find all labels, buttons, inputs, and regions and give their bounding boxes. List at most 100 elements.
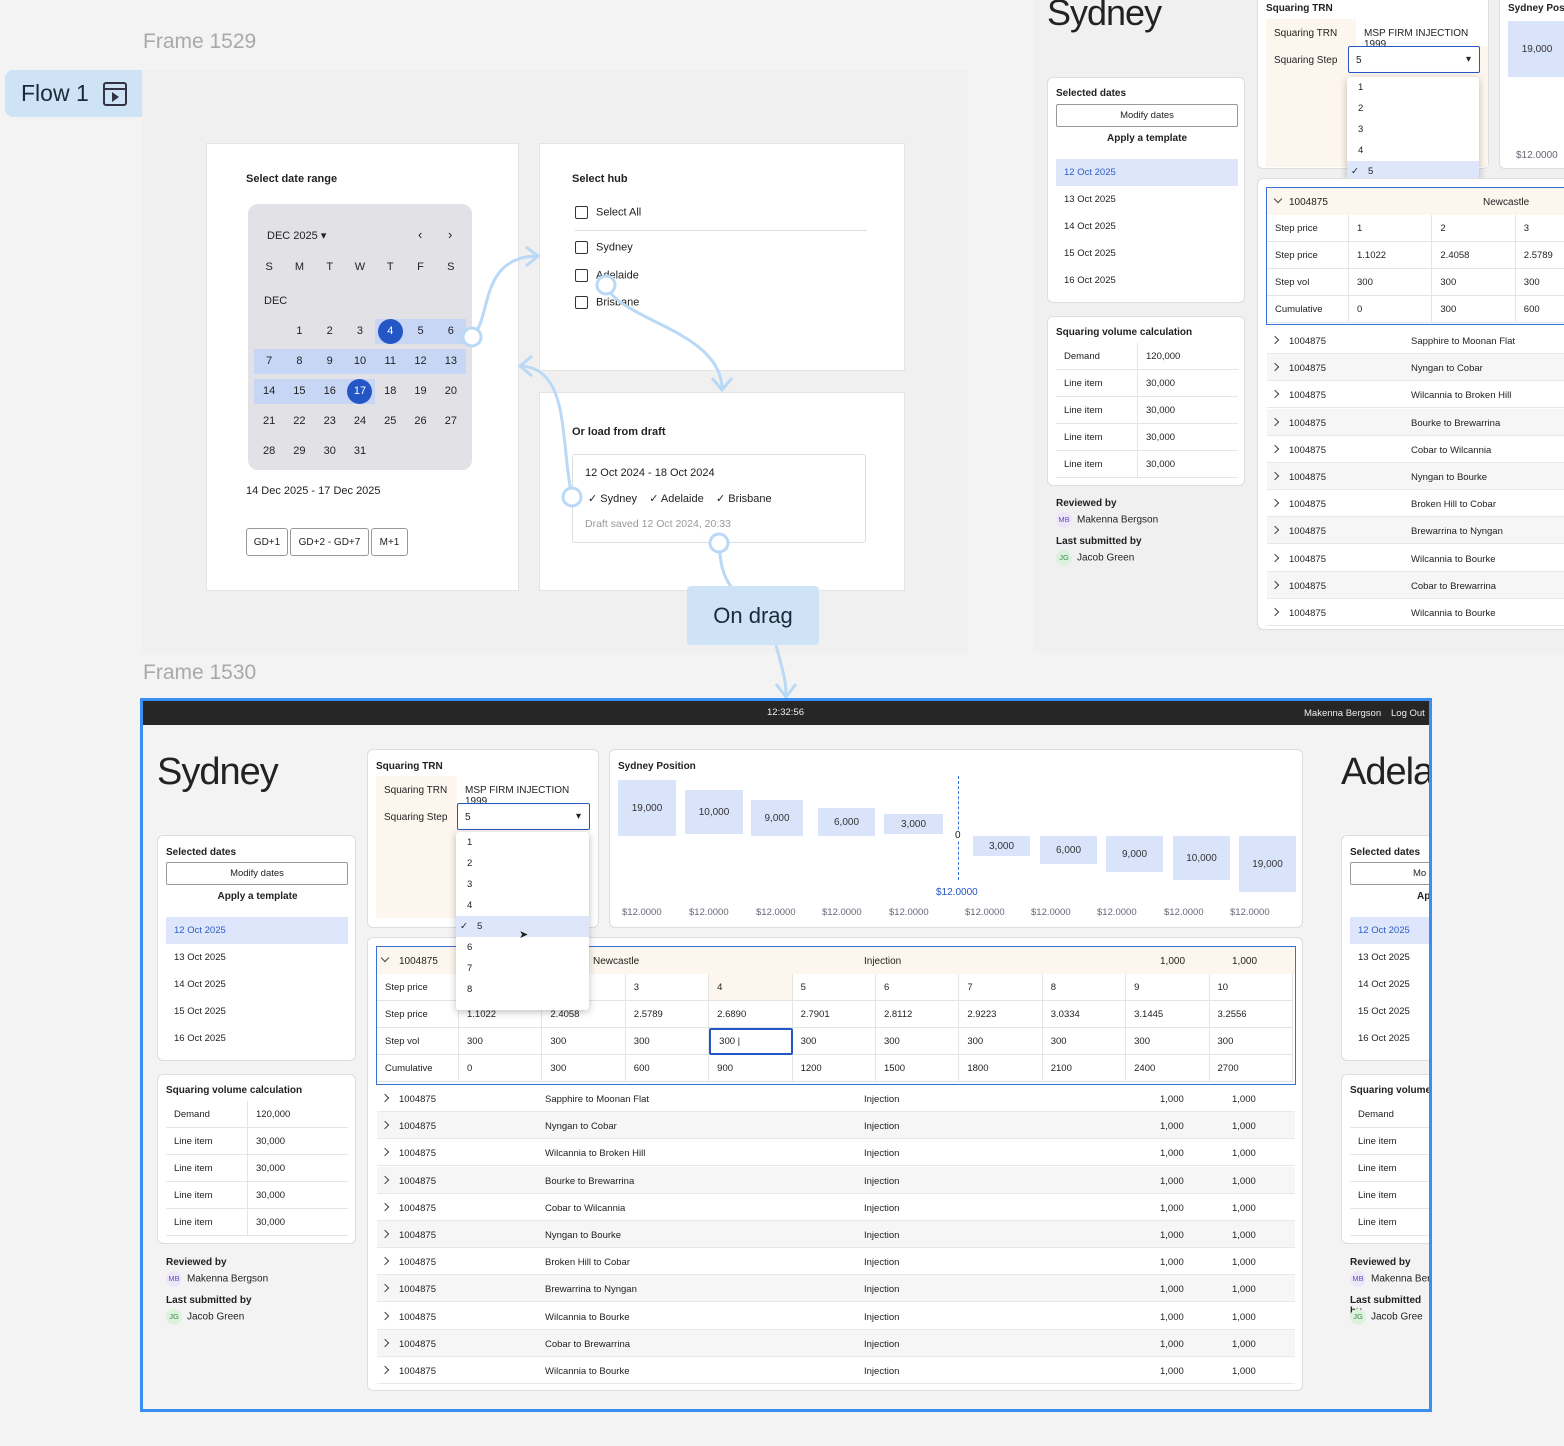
step-cell[interactable]: 1500 bbox=[875, 1055, 960, 1082]
dropdown-option[interactable]: 7 bbox=[467, 963, 473, 974]
table-row[interactable]: 1004875 Nyngan to Bourke Injection 1,000 1,0… bbox=[377, 1221, 1295, 1248]
step-cell[interactable]: 5 bbox=[792, 974, 876, 1001]
adel-modify-button[interactable]: Mo bbox=[1350, 862, 1429, 885]
calendar-day[interactable]: 26 bbox=[414, 415, 427, 427]
adel-apply-button[interactable]: Apply bbox=[1417, 891, 1431, 902]
calendar-day[interactable]: 25 bbox=[384, 415, 397, 427]
step-cell[interactable]: 600 bbox=[1515, 296, 1564, 323]
step-cell[interactable]: 1.1022 bbox=[459, 1001, 543, 1028]
hub-sydney-checkbox[interactable]: Sydney bbox=[575, 241, 633, 254]
step-cell[interactable]: 3 bbox=[625, 974, 710, 1001]
date-list-item[interactable]: 12 Oct 2025 bbox=[1056, 159, 1238, 186]
table-row[interactable]: 1004875 Bourke to Brewarrina bbox=[1267, 408, 1564, 436]
prev-month-icon[interactable]: ‹ bbox=[418, 227, 423, 242]
preset-gd2-gd7-button[interactable]: GD+2 - GD+7 bbox=[290, 528, 369, 556]
dropdown-option[interactable]: 2 bbox=[467, 858, 473, 869]
step-cell[interactable]: 2100 bbox=[1042, 1055, 1127, 1082]
calendar-day[interactable]: 29 bbox=[293, 445, 306, 457]
logout-link[interactable]: Log Out bbox=[1391, 708, 1425, 719]
date-list-item[interactable]: 12 Oct 2025 bbox=[1350, 917, 1429, 944]
next-month-icon[interactable]: › bbox=[448, 227, 453, 242]
month-dropdown[interactable]: DEC 2025 ▾ bbox=[267, 230, 327, 242]
calendar-day[interactable]: 13 bbox=[435, 349, 466, 374]
draft-card[interactable]: 12 Oct 2024 - 18 Oct 2024 ✓ Sydney ✓ Ade… bbox=[572, 454, 866, 543]
modify-dates-button[interactable]: Modify dates bbox=[166, 862, 348, 885]
date-list-item[interactable]: 15 Oct 2025 bbox=[1358, 1006, 1410, 1017]
step-cell[interactable]: 300 bbox=[1432, 269, 1516, 296]
calendar-day[interactable]: 3 bbox=[356, 325, 364, 337]
calendar-day[interactable]: 11 bbox=[375, 349, 406, 374]
table-row[interactable]: 1004875 Cobar to Wilcannia Injection 1,000 1… bbox=[377, 1194, 1295, 1221]
step-cell[interactable]: 1 bbox=[1349, 215, 1433, 242]
table-row[interactable]: 1004875 Sapphire to Moonan Flat bbox=[1267, 327, 1564, 354]
calendar-day[interactable]: 1 bbox=[296, 325, 303, 337]
table-row[interactable]: 1004875 Nyngan to Cobar Injection 1,000 1,00… bbox=[377, 1112, 1295, 1140]
table-row[interactable]: 1004875 Broken Hill to Cobar Injection 1,00… bbox=[377, 1248, 1295, 1276]
table-row[interactable]: 1004875 Bourke to Brewarrina Injection 1,00… bbox=[377, 1166, 1295, 1194]
date-list-item[interactable]: 14 Oct 2025 bbox=[1358, 979, 1410, 990]
step-cell[interactable]: 300 bbox=[875, 1028, 960, 1055]
play-window-icon[interactable] bbox=[102, 81, 127, 106]
calendar-day[interactable]: 12 bbox=[405, 349, 436, 374]
calendar-day[interactable]: 6 bbox=[435, 319, 466, 344]
step-cell[interactable]: 300 bbox=[1042, 1028, 1127, 1055]
calendar-day[interactable]: 23 bbox=[323, 415, 336, 427]
table-row[interactable]: 1004875 Brewarrina to Nyngan bbox=[1267, 517, 1564, 545]
preset-m1-button[interactable]: M+1 bbox=[371, 528, 408, 556]
step-cell[interactable]: 300 bbox=[792, 1028, 876, 1055]
table-row[interactable]: 1004875 Wilcannia to Broken Hill bbox=[1267, 381, 1564, 409]
step-cell[interactable]: 7 bbox=[959, 974, 1043, 1001]
step-cell[interactable]: 300 bbox=[459, 1028, 543, 1055]
step-cell[interactable]: 2 bbox=[1432, 215, 1516, 242]
calendar-day[interactable]: 24 bbox=[353, 415, 367, 427]
table-row[interactable]: 1004875 Wilcannia to Broken Hill Injection… bbox=[377, 1139, 1295, 1167]
step-cell[interactable]: 3 bbox=[1515, 215, 1564, 242]
step-cell[interactable]: 300 bbox=[959, 1028, 1043, 1055]
date-list-item[interactable]: 14 Oct 2025 bbox=[1064, 221, 1116, 232]
step-cell[interactable]: 600 bbox=[625, 1055, 710, 1082]
date-list-item[interactable]: 16 Oct 2025 bbox=[1358, 1033, 1410, 1044]
step-cell[interactable]: 3.2556 bbox=[1209, 1001, 1293, 1028]
step-cell[interactable]: 8 bbox=[1042, 974, 1127, 1001]
preview-apply-template-button[interactable]: Apply a template bbox=[1106, 133, 1188, 144]
calendar-day[interactable]: 8 bbox=[284, 349, 315, 374]
calendar-day[interactable]: 4 bbox=[375, 319, 406, 344]
table-row[interactable]: 1004875 Cobar to Wilcannia bbox=[1267, 436, 1564, 463]
table-row[interactable]: 1004875 Sapphire to Moonan Flat Injection 1… bbox=[377, 1085, 1295, 1112]
preview-modify-dates-button[interactable]: Modify dates bbox=[1056, 104, 1238, 127]
step-cell[interactable]: 2.5789 bbox=[625, 1001, 710, 1028]
step-cell[interactable]: 1200 bbox=[792, 1055, 876, 1082]
table-row[interactable]: 1004875 Cobar to Brewarrina bbox=[1267, 571, 1564, 599]
step-cell[interactable]: 300 bbox=[1515, 269, 1564, 296]
step-cell[interactable]: 300 bbox=[1126, 1028, 1210, 1055]
table-row[interactable]: 1004875 Broken Hill to Cobar bbox=[1267, 490, 1564, 518]
step-cell[interactable]: 2700 bbox=[1209, 1055, 1293, 1082]
date-list-item[interactable]: 15 Oct 2025 bbox=[1064, 248, 1116, 259]
step-cell[interactable]: 300 bbox=[542, 1028, 626, 1055]
calendar-day[interactable]: 28 bbox=[263, 445, 276, 457]
date-list-item[interactable]: 13 Oct 2025 bbox=[174, 952, 226, 963]
step-cell[interactable]: 2.7901 bbox=[792, 1001, 876, 1028]
step-cell[interactable]: 2.4058 bbox=[1432, 242, 1516, 269]
calendar-day[interactable]: 30 bbox=[323, 445, 336, 457]
dropdown-option[interactable]: 1 bbox=[467, 837, 473, 848]
calendar-day[interactable]: 5 bbox=[405, 319, 436, 344]
flow-badge[interactable]: Flow 1 bbox=[5, 70, 142, 117]
step-cell[interactable]: 2.5789 bbox=[1515, 242, 1564, 269]
table-row[interactable]: 1004875 Brewarrina to Nyngan Injection 1,00… bbox=[377, 1275, 1295, 1303]
dropdown-option[interactable]: 1 bbox=[1358, 82, 1364, 93]
step-cell[interactable]: 0 bbox=[459, 1055, 543, 1082]
select-all-checkbox[interactable]: Select All bbox=[575, 206, 641, 219]
step-cell[interactable]: 300 bbox=[625, 1028, 710, 1055]
step-cell[interactable]: 3.1445 bbox=[1126, 1001, 1210, 1028]
calendar-day[interactable]: 16 bbox=[314, 379, 345, 404]
dropdown-option[interactable]: 8 bbox=[467, 984, 473, 995]
dropdown-option[interactable]: 2 bbox=[1358, 103, 1364, 114]
calendar-day[interactable]: 2 bbox=[326, 325, 333, 337]
table-row[interactable]: 1004875 Wilcannia to Bourke bbox=[1267, 599, 1564, 626]
step-cell[interactable]: 1.1022 bbox=[1349, 242, 1433, 269]
calendar-day[interactable]: 20 bbox=[444, 385, 457, 397]
calendar-day[interactable]: 27 bbox=[444, 415, 457, 427]
date-list-item[interactable]: 16 Oct 2025 bbox=[1064, 275, 1116, 286]
step-cell[interactable]: 4 bbox=[709, 974, 793, 1001]
